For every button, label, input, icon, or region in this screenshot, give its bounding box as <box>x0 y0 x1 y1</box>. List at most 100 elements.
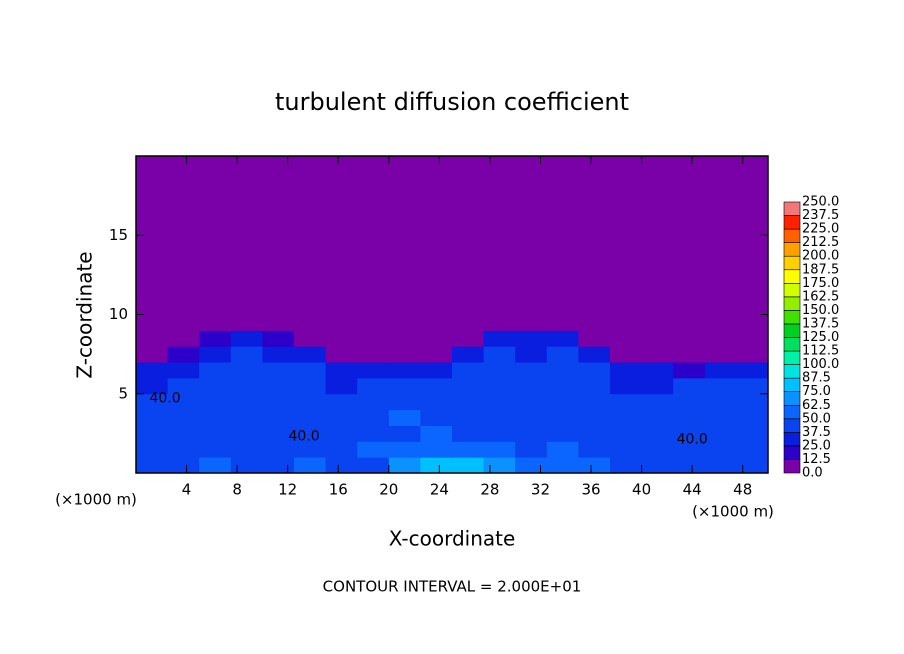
field-cell <box>167 393 200 411</box>
field-cell <box>199 393 232 411</box>
colorbar-label: 225.0 <box>802 222 839 237</box>
colorbar-label: 162.5 <box>802 289 839 304</box>
field-cell <box>325 425 358 442</box>
field-cell <box>136 330 169 347</box>
field-cell <box>167 156 200 315</box>
field-cell <box>388 314 421 331</box>
field-cell <box>736 377 769 395</box>
field-cell <box>294 457 327 474</box>
x-tick-label: 12 <box>278 481 297 499</box>
field-cell <box>515 314 548 331</box>
colorbar-label: 150.0 <box>802 303 839 318</box>
field-cell <box>483 393 516 411</box>
field-cell <box>483 425 516 442</box>
field-cell <box>515 156 548 315</box>
field-cell <box>262 457 295 474</box>
colorbar-segment <box>783 350 801 365</box>
field-cell <box>610 457 643 474</box>
field-cell <box>515 457 548 474</box>
field-cell <box>230 362 263 379</box>
x-tick-label: 16 <box>329 481 348 499</box>
field-cell <box>325 330 358 347</box>
field-cell <box>673 346 706 363</box>
field-cell <box>294 314 327 331</box>
field-cell <box>704 346 737 363</box>
field-cell <box>704 362 737 379</box>
colorbar-label: 25.0 <box>802 438 831 453</box>
field-cell <box>641 425 674 442</box>
field-cell <box>610 156 643 315</box>
contour-label: 40.0 <box>149 391 180 407</box>
field-cell <box>325 377 358 395</box>
field-cell <box>199 346 232 363</box>
field-cell <box>167 377 200 395</box>
field-cell <box>262 346 295 363</box>
y-tick-label: 15 <box>109 226 128 244</box>
field-cell <box>199 330 232 347</box>
field-cell <box>736 457 769 474</box>
field-cell <box>610 425 643 442</box>
field-cell <box>483 156 516 315</box>
field-cell <box>294 346 327 363</box>
colorbar-segment <box>783 364 801 379</box>
colorbar-label: 125.0 <box>802 330 839 345</box>
field-cell <box>262 425 295 442</box>
field-cell <box>610 409 643 426</box>
colorbar-label: 212.5 <box>802 235 839 250</box>
field-cell <box>673 156 706 315</box>
field-cell <box>388 457 421 474</box>
x-tick-label: 24 <box>430 481 449 499</box>
colorbar-segment <box>783 404 801 420</box>
colorbar-segment <box>783 228 801 243</box>
x-axis-label: X-coordinate <box>389 527 516 551</box>
field-cell <box>515 346 548 363</box>
field-cell <box>610 393 643 411</box>
colorbar-label: 137.5 <box>802 316 839 331</box>
field-cell <box>704 393 737 411</box>
field-cell <box>388 425 421 442</box>
field-cell <box>357 346 390 363</box>
field-cell <box>294 377 327 395</box>
field-cell <box>515 409 548 426</box>
field-cell <box>357 330 390 347</box>
field-cell <box>136 314 169 331</box>
colorbar-segment <box>783 269 801 284</box>
field-cell <box>230 377 263 395</box>
colorbar-label: 250.0 <box>802 195 839 210</box>
field-cell <box>167 330 200 347</box>
field-cell <box>325 441 358 458</box>
chart-title: turbulent diffusion coefficient <box>275 88 629 116</box>
field-cell <box>357 156 390 315</box>
field-cell <box>610 330 643 347</box>
field-cell <box>420 314 453 331</box>
field-cell <box>736 409 769 426</box>
field-cell <box>673 425 706 442</box>
x-unit-label: (×1000 m) <box>692 503 774 521</box>
field-cell <box>578 156 611 315</box>
colorbar-segment <box>783 296 801 311</box>
field-cell <box>167 457 200 474</box>
field-cell <box>357 393 390 411</box>
field-cell <box>167 314 200 331</box>
field-cell <box>357 457 390 474</box>
field-cell <box>641 393 674 411</box>
field-cell <box>641 441 674 458</box>
colorbar-label: 0.0 <box>802 466 823 481</box>
field-cell <box>610 362 643 379</box>
field-cell <box>673 377 706 395</box>
field-cell <box>578 409 611 426</box>
colorbar-segment <box>783 215 801 230</box>
field-cell <box>136 362 169 379</box>
field-cell <box>641 409 674 426</box>
field-cell <box>452 409 485 426</box>
field-cell <box>199 441 232 458</box>
field-cell <box>704 156 737 315</box>
field-cell <box>704 377 737 395</box>
field-cell <box>262 393 295 411</box>
x-tick-label: 20 <box>379 481 398 499</box>
field-cell <box>736 441 769 458</box>
field-cell <box>325 156 358 315</box>
field-cell <box>388 362 421 379</box>
field-cell <box>452 362 485 379</box>
field-cell <box>641 314 674 331</box>
